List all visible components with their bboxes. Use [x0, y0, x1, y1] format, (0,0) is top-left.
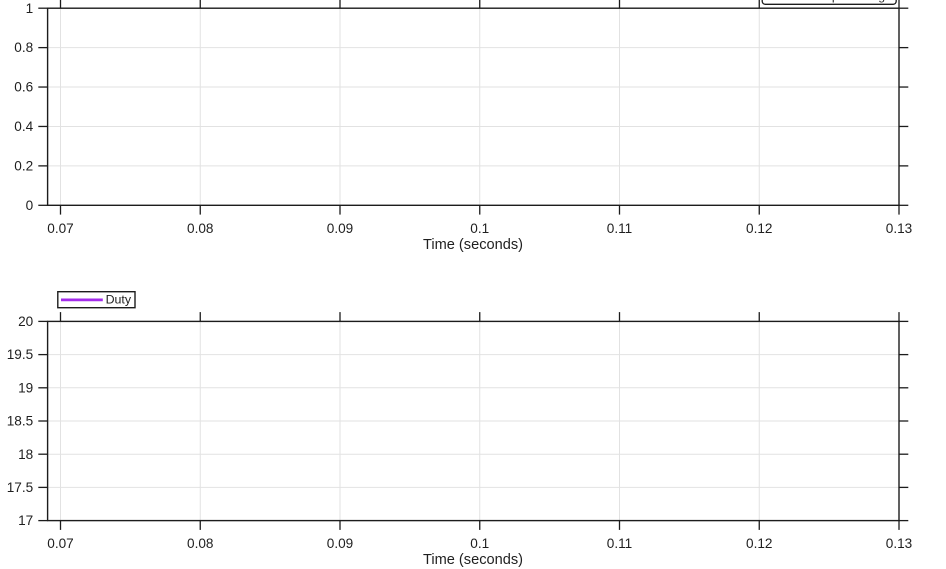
svg-text:19.5: 19.5: [7, 347, 33, 362]
svg-text:0.08: 0.08: [187, 536, 213, 551]
svg-text:0.07: 0.07: [47, 536, 73, 551]
svg-text:0.4: 0.4: [14, 119, 33, 134]
svg-text:Time (seconds): Time (seconds): [423, 237, 523, 253]
svg-text:0.2: 0.2: [14, 158, 33, 173]
svg-text:Time (seconds): Time (seconds): [423, 552, 523, 568]
svg-text:0.07: 0.07: [47, 221, 73, 236]
svg-text:0.13: 0.13: [886, 221, 912, 236]
svg-text:0.8: 0.8: [14, 40, 33, 55]
svg-text:17: 17: [18, 513, 33, 528]
svg-text:0.6: 0.6: [14, 80, 33, 95]
svg-text:0.13: 0.13: [886, 536, 912, 551]
svg-text:0.12: 0.12: [746, 536, 772, 551]
svg-text:0.1: 0.1: [470, 536, 489, 551]
svg-text:0.08: 0.08: [187, 221, 213, 236]
svg-text:17.5: 17.5: [7, 480, 33, 495]
svg-text:19: 19: [18, 380, 33, 395]
svg-text:0.11: 0.11: [607, 221, 632, 236]
svg-text:0.09: 0.09: [327, 221, 353, 236]
svg-text:20: 20: [18, 314, 34, 329]
svg-text:0.1: 0.1: [470, 221, 489, 236]
svg-text:Duty: Duty: [106, 293, 132, 307]
svg-text:0: 0: [26, 198, 34, 213]
svg-text:0.11: 0.11: [607, 536, 632, 551]
svg-text:1: 1: [26, 1, 34, 16]
svg-text:0.09: 0.09: [327, 536, 353, 551]
svg-text:0.12: 0.12: [746, 221, 772, 236]
svg-text:Output voltage: Output voltage: [812, 0, 892, 3]
svg-text:18.5: 18.5: [7, 414, 33, 429]
svg-text:18: 18: [18, 447, 33, 462]
